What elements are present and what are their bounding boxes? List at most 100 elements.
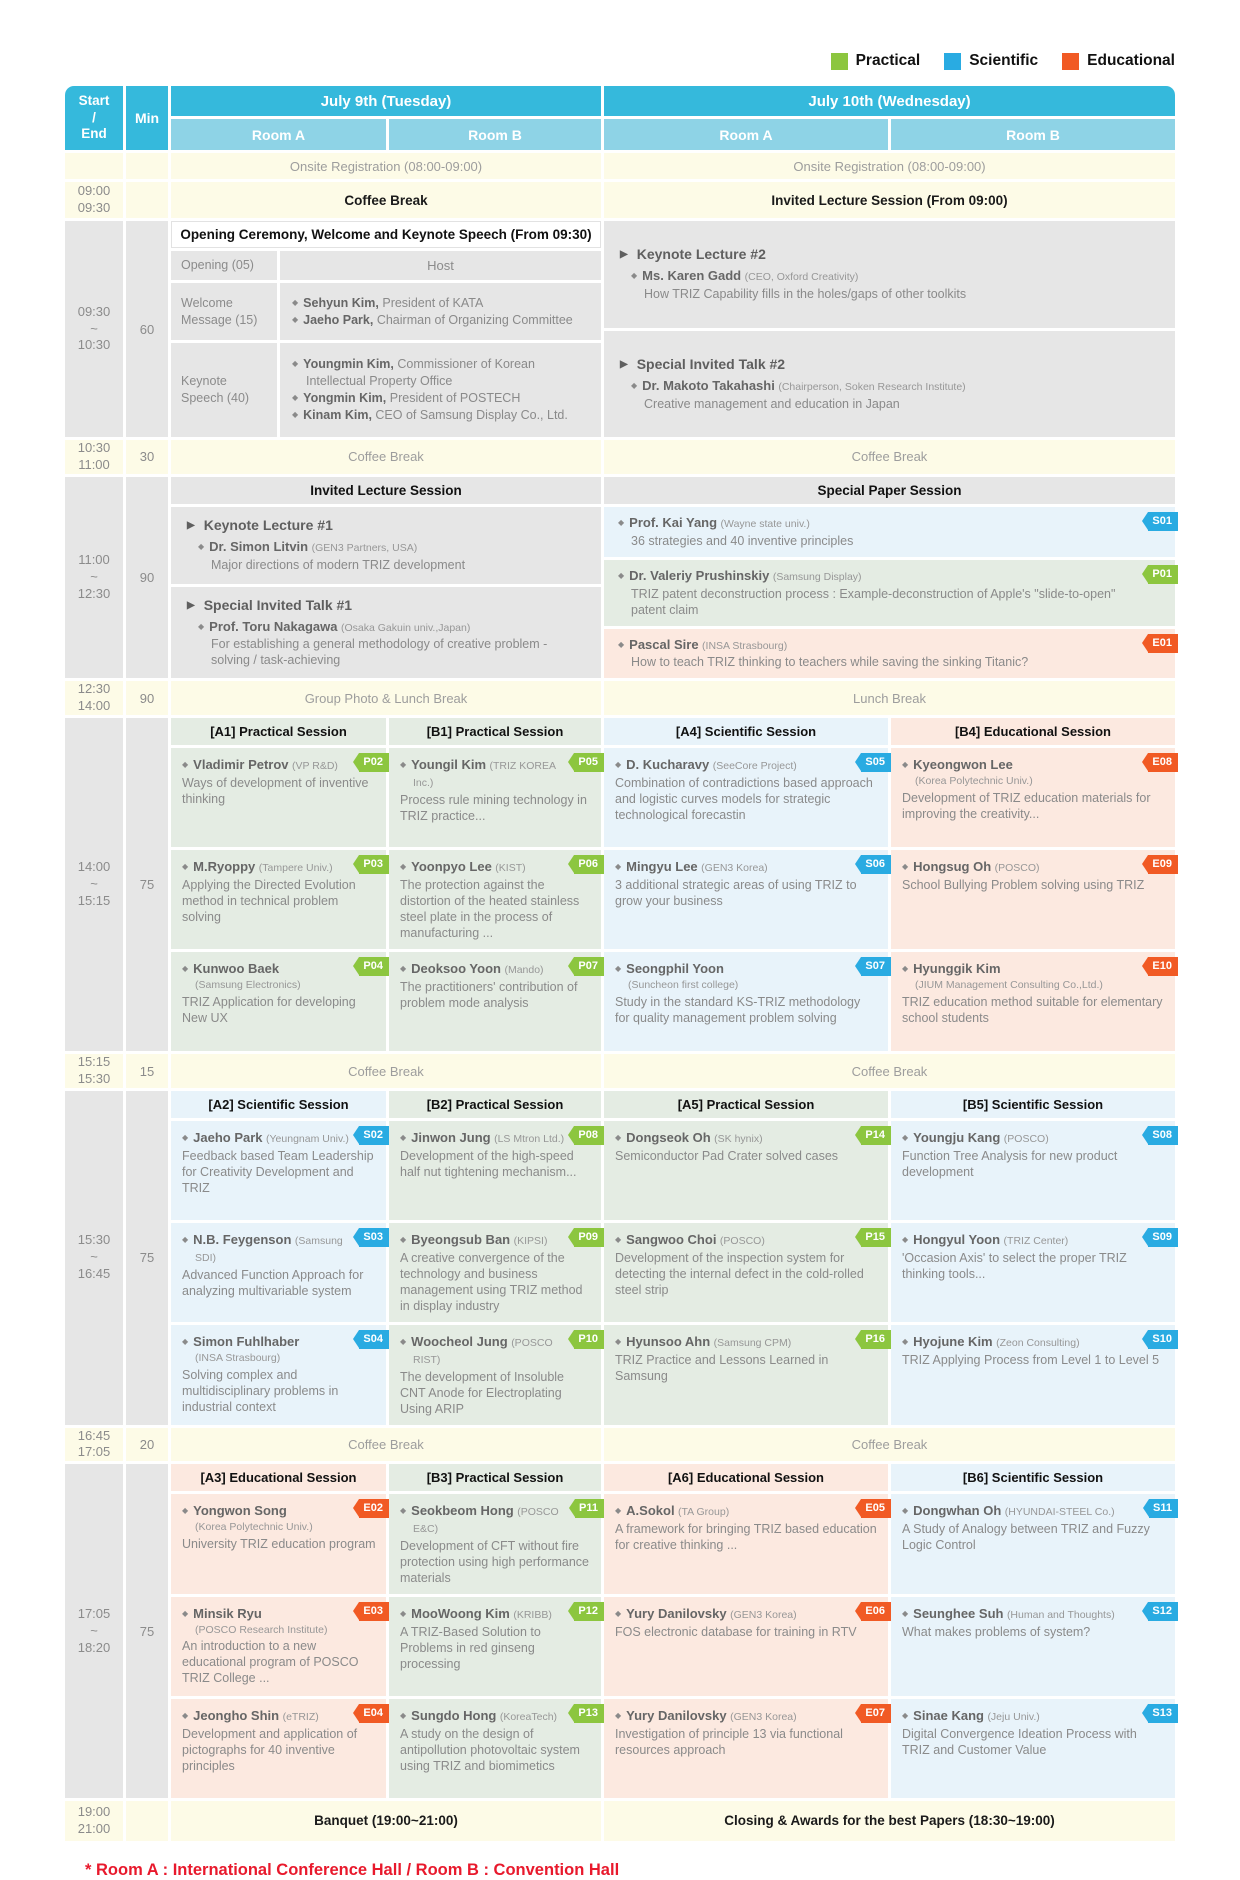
talk-title: Ways of development of inventive thinkin… bbox=[182, 776, 369, 807]
badge-s13: S13 bbox=[1142, 1703, 1178, 1723]
min-header: Min bbox=[126, 86, 168, 150]
legend-item-scientific: Scientific bbox=[944, 52, 1038, 70]
session-card-s06: S06 Mingyu Lee (GEN3 Korea) 3 additional… bbox=[604, 850, 891, 950]
speaker-line: Dr. Simon Litvin (GEN3 Partners, USA) bbox=[198, 539, 585, 556]
badge-e02: E02 bbox=[353, 1499, 389, 1519]
badge-p04: P04 bbox=[353, 957, 389, 977]
session-card-e06: E06 Yury Danilovsky (GEN3 Korea) FOS ele… bbox=[604, 1596, 891, 1696]
session-card-e07: E07 Yury Danilovsky (GEN3 Korea) Investi… bbox=[604, 1698, 891, 1798]
time-cell bbox=[65, 153, 123, 179]
badge-s02: S02 bbox=[353, 1126, 389, 1146]
talk-title: Creative management and education in Jap… bbox=[644, 396, 900, 411]
talk-title: How TRIZ Capability fills in the holes/g… bbox=[644, 287, 967, 302]
badge-p02: P02 bbox=[353, 753, 389, 773]
session-card-p14: P14 Dongseok Oh (SK hynix) Semiconductor… bbox=[604, 1121, 891, 1221]
min-cell: 90 bbox=[126, 681, 168, 716]
session-header-a5: [A5] Practical Session bbox=[604, 1091, 888, 1119]
talk-title: University TRIZ education program bbox=[182, 1536, 376, 1551]
session-card-p09: P09 Byeongsub Ban (KIPSI) A creative con… bbox=[389, 1223, 604, 1323]
keynote-lecture-1-block: Keynote Lecture #1 Dr. Simon Litvin (GEN… bbox=[171, 506, 601, 584]
session-card-p15: P15 Sangwoo Choi (POSCO) Development of … bbox=[604, 1223, 891, 1323]
keynote-speech-label: Keynote Speech (40) bbox=[171, 343, 277, 437]
speaker-item: Sehyun Kim, President of KATA bbox=[292, 295, 589, 312]
opening-ceremony-table: Opening (05) Host Welcome Message (15) S… bbox=[171, 251, 601, 437]
talk-title: Major directions of modern TRIZ developm… bbox=[211, 558, 466, 573]
block-heading: Keynote Lecture #1 bbox=[187, 517, 585, 533]
opening-ceremony-block: Opening Ceremony, Welcome and Keynote Sp… bbox=[171, 221, 601, 437]
time-cell: 19:00 21:00 bbox=[65, 1800, 123, 1841]
block-heading: Special Invited Talk #2 bbox=[620, 356, 1159, 372]
keynote-speech-speakers: Youngmin Kim, Commissioner of Korean Int… bbox=[280, 343, 601, 437]
talk-title: Development of CFT without fire protecti… bbox=[400, 1538, 590, 1585]
row-1900: 19:00 21:00 Banquet (19:00~21:00) Closin… bbox=[65, 1800, 1175, 1841]
badge-s01: S01 bbox=[1142, 511, 1178, 531]
badge-e09: E09 bbox=[1142, 855, 1178, 875]
badge-s08: S08 bbox=[1142, 1126, 1178, 1146]
speaker-item: Jaeho Park, Chairman of Organizing Commi… bbox=[292, 312, 589, 329]
coffee-break-label: Coffee Break bbox=[604, 1427, 1175, 1462]
talk-title: TRIZ Application for developing New UX bbox=[182, 994, 356, 1025]
min-cell: 15 bbox=[126, 1054, 168, 1089]
session-card-p10: P10 Woocheol Jung (POSCO RIST) The devel… bbox=[389, 1325, 604, 1425]
banquet-label: Banquet (19:00~21:00) bbox=[171, 1800, 601, 1841]
badge-e04: E04 bbox=[353, 1703, 389, 1723]
badge-p13: P13 bbox=[568, 1703, 604, 1723]
day1-room-a-header: Room A bbox=[171, 119, 386, 150]
session-card-p13: P13 Sungdo Hong (KoreaTech) A study on t… bbox=[389, 1698, 604, 1798]
closing-awards-label: Closing & Awards for the best Papers (18… bbox=[604, 1800, 1175, 1841]
min-cell bbox=[126, 153, 168, 179]
talk-title: Development of the inspection system for… bbox=[615, 1250, 864, 1297]
speaker-line: Ms. Karen Gadd (CEO, Oxford Creativity) bbox=[631, 268, 1159, 285]
speaker-item: Youngmin Kim, Commissioner of Korean Int… bbox=[292, 356, 589, 390]
speaker-line: Pascal Sire (INSA Strasbourg) bbox=[618, 637, 1129, 654]
time-cell: 12:30 14:00 bbox=[65, 681, 123, 716]
time-cell: 16:45 17:05 bbox=[65, 1427, 123, 1462]
talk-title: A framework for bringing TRIZ based educ… bbox=[615, 1522, 877, 1553]
session-card-e05: E05 A.Sokol (TA Group) A framework for b… bbox=[604, 1494, 891, 1594]
row-1515: 15:15 15:30 15 Coffee Break Coffee Break bbox=[65, 1054, 1175, 1089]
min-cell: 30 bbox=[126, 440, 168, 474]
invited-lecture-note: Invited Lecture Session (From 09:00) bbox=[604, 182, 1175, 218]
session-card-s07: S07 Seongphil Yoon (Suncheon first colle… bbox=[604, 952, 891, 1052]
talk-title: Semiconductor Pad Crater solved cases bbox=[615, 1148, 839, 1163]
welcome-message-label: Welcome Message (15) bbox=[171, 283, 277, 340]
session-card-s04: S04 Simon Fuhlhaber (INSA Strasbourg) So… bbox=[171, 1325, 389, 1425]
talk-title: TRIZ education method suitable for eleme… bbox=[902, 994, 1163, 1025]
row-1530: 15:30 ~ 16:45 75 [A2] Scientific Session… bbox=[65, 1091, 1178, 1425]
session-card-e04: E04 Jeongho Shin (eTRIZ) Development and… bbox=[171, 1698, 389, 1798]
talk-title: 3 additional strategic areas of using TR… bbox=[615, 878, 857, 909]
legend-item-educational: Educational bbox=[1062, 52, 1175, 70]
badge-p16: P16 bbox=[855, 1330, 891, 1350]
opening-ceremony-title: Opening Ceremony, Welcome and Keynote Sp… bbox=[171, 221, 601, 248]
educational-color-swatch-icon bbox=[1062, 52, 1080, 70]
badge-e03: E03 bbox=[353, 1601, 389, 1621]
talk-title: Development and application of pictograp… bbox=[182, 1726, 358, 1773]
paper-item-e01: E01 Pascal Sire (INSA Strasbourg) How to… bbox=[604, 628, 1178, 679]
session-header-b1: [B1] Practical Session bbox=[389, 718, 601, 746]
badge-s04: S04 bbox=[353, 1330, 389, 1350]
talk-title: A study on the design of antipollution p… bbox=[400, 1726, 580, 1773]
badge-s03: S03 bbox=[353, 1228, 389, 1248]
session-card-p06: P06 Yoonpyo Lee (KIST) The protection ag… bbox=[389, 850, 604, 950]
session-card-p11: P11 Seokbeom Hong (POSCO E&C) Developmen… bbox=[389, 1494, 604, 1594]
badge-p14: P14 bbox=[855, 1126, 891, 1146]
talk-title: For establishing a general methodology o… bbox=[211, 637, 548, 668]
talk-title: Solving complex and multidisciplinary pr… bbox=[182, 1367, 339, 1414]
special-invited-talk-1-block: Special Invited Talk #1 Prof. Toru Nakag… bbox=[171, 586, 601, 679]
registration-day1: Onsite Registration (08:00-09:00) bbox=[171, 153, 601, 179]
session-card-s03: S03 N.B. Feygenson (Samsung SDI) Advance… bbox=[171, 1223, 389, 1323]
talk-title: How to teach TRIZ thinking to teachers w… bbox=[631, 655, 1029, 670]
schedule-table: Start / End Min July 9th (Tuesday) July … bbox=[65, 86, 1178, 1841]
badge-p06: P06 bbox=[568, 855, 604, 875]
speaker-item: Yongmin Kim, President of POSTECH bbox=[292, 390, 589, 407]
badge-p05: P05 bbox=[568, 753, 604, 773]
session-header-b2: [B2] Practical Session bbox=[389, 1091, 601, 1119]
speaker-line: Prof. Kai Yang (Wayne state univ.) bbox=[618, 515, 1129, 532]
day2-room-a-header: Room A bbox=[604, 119, 888, 150]
coffee-break-label: Coffee Break bbox=[171, 182, 601, 218]
session-card-s12: S12 Seunghee Suh (Human and Thoughts) Wh… bbox=[891, 1596, 1178, 1696]
badge-e01: E01 bbox=[1142, 633, 1178, 653]
room-footnote: * Room A : International Conference Hall… bbox=[85, 1860, 620, 1879]
session-card-e08: E08 Kyeongwon Lee (Korea Polytechnic Uni… bbox=[891, 748, 1178, 848]
session-card-e03: E03 Minsik Ryu (POSCO Research Institute… bbox=[171, 1596, 389, 1696]
